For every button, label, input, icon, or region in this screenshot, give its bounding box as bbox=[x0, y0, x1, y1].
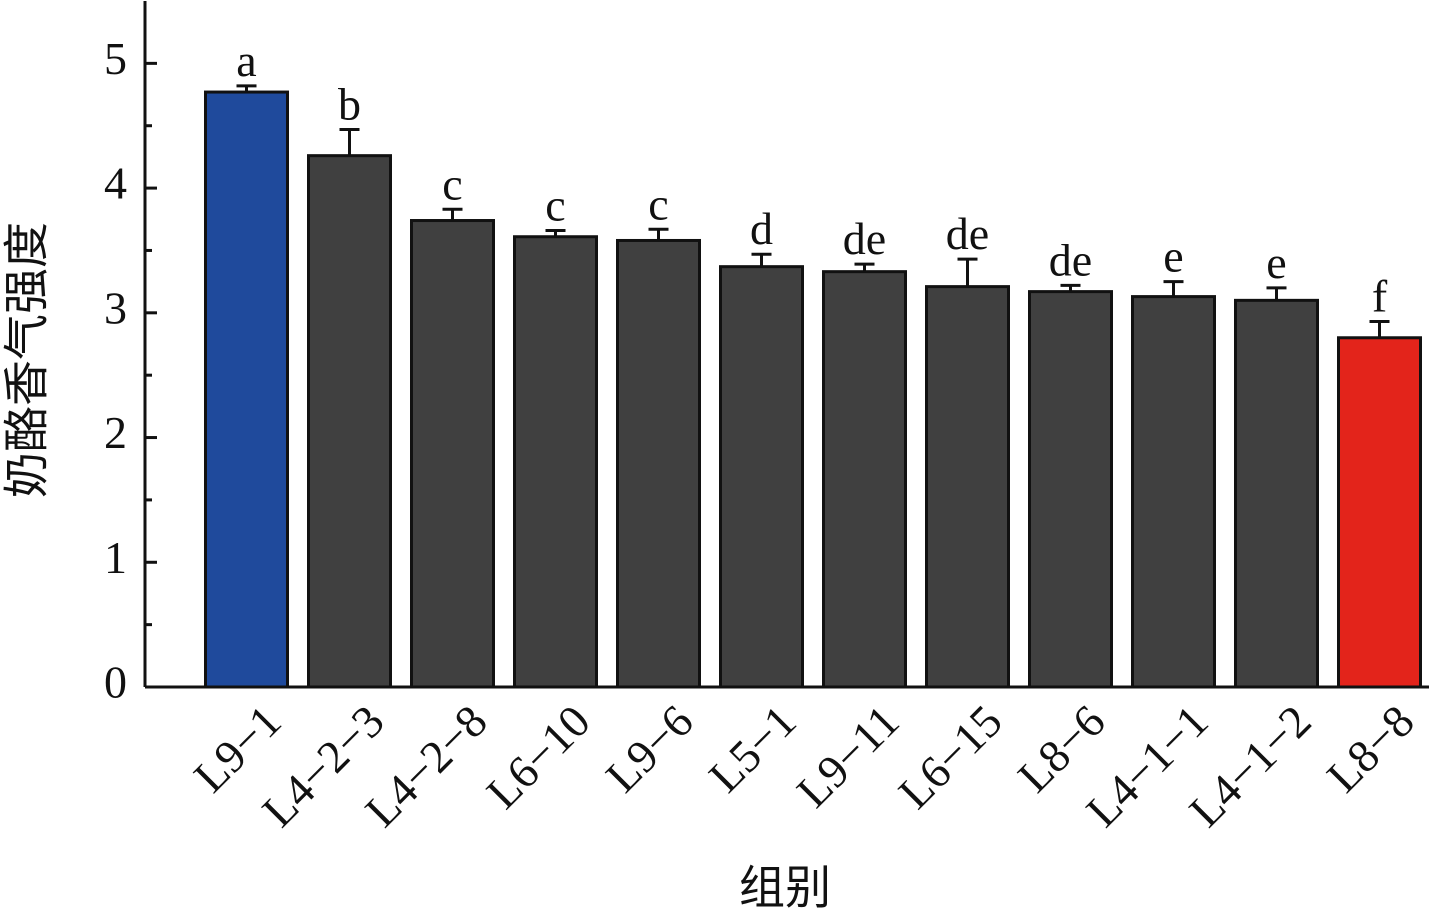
significance-letter: de bbox=[1049, 234, 1092, 285]
y-tick-label: 1 bbox=[104, 532, 127, 583]
significance-letter: c bbox=[442, 158, 462, 209]
bar bbox=[925, 285, 1010, 689]
bar bbox=[1131, 295, 1216, 689]
significance-letter: de bbox=[946, 208, 989, 259]
bar bbox=[1028, 290, 1113, 689]
y-axis-title: 奶酪香气强度 bbox=[2, 222, 53, 498]
significance-letter: e bbox=[1266, 237, 1286, 288]
significance-letter: f bbox=[1372, 271, 1388, 322]
bar bbox=[204, 90, 289, 689]
bar bbox=[616, 238, 701, 689]
x-tick-label: L9−6 bbox=[596, 695, 703, 802]
bar bbox=[307, 154, 392, 689]
significance-letter: d bbox=[750, 203, 773, 254]
y-tick-label: 2 bbox=[104, 407, 127, 458]
x-tick-label: L8−8 bbox=[1317, 695, 1424, 802]
x-tick-label: L9−11 bbox=[787, 695, 909, 817]
bar bbox=[410, 219, 495, 689]
bar bbox=[1234, 298, 1319, 689]
bar bbox=[1337, 336, 1422, 689]
significance-letter: c bbox=[648, 178, 668, 229]
y-tick-label: 5 bbox=[104, 33, 127, 84]
x-tick-label: L6−10 bbox=[477, 695, 600, 818]
significance-letter: e bbox=[1163, 231, 1183, 282]
significance-letter: b bbox=[338, 78, 361, 129]
x-tick-label: L5−1 bbox=[699, 695, 806, 802]
y-tick-label: 0 bbox=[104, 657, 127, 708]
y-tick-label: 3 bbox=[104, 282, 127, 333]
x-axis-title: 组别 bbox=[739, 863, 831, 914]
bar bbox=[513, 235, 598, 689]
bar bbox=[822, 270, 907, 689]
significance-letter: a bbox=[236, 35, 256, 86]
y-tick-label: 4 bbox=[104, 158, 127, 209]
bar bbox=[719, 265, 804, 689]
significance-letter: de bbox=[843, 213, 886, 264]
x-tick-label: L6−15 bbox=[889, 695, 1012, 818]
significance-letter: c bbox=[545, 179, 565, 230]
